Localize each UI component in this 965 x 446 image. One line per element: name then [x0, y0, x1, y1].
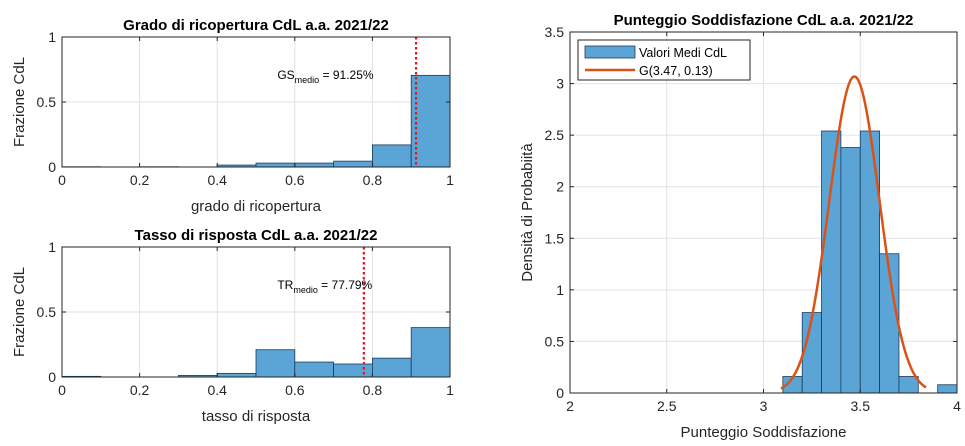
y-tick-label: 0	[48, 159, 56, 175]
x-tick-label: 0.8	[363, 382, 383, 398]
y-tick-label: 0	[48, 369, 56, 385]
y-tick-label: 0.5	[545, 333, 565, 349]
annotation-subscript: medio	[295, 75, 320, 85]
bar	[841, 148, 860, 393]
bar	[334, 161, 373, 167]
y-axis-label: Densità di Probabiità	[519, 143, 536, 282]
chart-title: Tasso di risposta CdL a.a. 2021/22	[135, 227, 378, 244]
bar	[938, 385, 957, 393]
bar	[217, 373, 256, 377]
y-tick-label: 2.5	[545, 127, 565, 143]
bar	[372, 358, 411, 377]
x-tick-label: 1	[446, 382, 454, 398]
legend-label-histogram: Valori Medi CdL	[639, 46, 727, 60]
chart-title: Punteggio Soddisfazione CdL a.a. 2021/22	[614, 12, 914, 29]
bar	[256, 350, 295, 377]
x-tick-label: 0.4	[207, 172, 227, 188]
x-tick-label: 0.4	[207, 382, 227, 398]
bar	[334, 364, 373, 377]
x-tick-label: 3	[760, 398, 768, 414]
y-tick-label: 2	[556, 179, 564, 195]
chart-1: TRmedio = 77.79% 0 0.2 0.4 0.6 0.8 1 0 0.5 1 Tasso…	[11, 227, 454, 425]
chart-title: Grado di ricopertura CdL a.a. 2021/22	[123, 17, 389, 34]
y-tick-label: 1	[556, 282, 564, 298]
x-tick-label: 0	[58, 172, 66, 188]
chart-0: GSmedio = 91.25% 0 0.2 0.4 0.6 0.8 1 0 0.5 1 Grado…	[11, 17, 454, 215]
y-axis-label: Frazione CdL	[11, 267, 28, 357]
bar	[295, 362, 334, 377]
x-tick-label: 0.8	[363, 172, 383, 188]
annotation-value: = 77.79%	[318, 278, 373, 292]
y-tick-label: 1	[48, 239, 56, 255]
bar	[802, 313, 821, 393]
x-axis-label: Punteggio Soddisfazione	[681, 424, 847, 441]
legend-label-fit: G(3.47, 0.13)	[639, 64, 713, 78]
annotation-value: = 91.25%	[319, 68, 374, 82]
x-tick-label: 0.2	[130, 172, 150, 188]
annotation-main: TR	[277, 278, 293, 292]
x-tick-label: 4	[953, 398, 961, 414]
x-tick-label: 2.5	[657, 398, 677, 414]
annotation-main: GS	[277, 68, 294, 82]
x-tick-label: 0	[58, 382, 66, 398]
x-tick-label: 0.6	[285, 172, 305, 188]
x-tick-label: 1	[446, 172, 454, 188]
bar	[899, 376, 918, 393]
bar	[295, 163, 334, 167]
x-tick-label: 2	[566, 398, 574, 414]
x-tick-label: 0.6	[285, 382, 305, 398]
y-tick-label: 3	[556, 76, 564, 92]
y-tick-label: 1	[48, 29, 56, 45]
y-tick-label: 1.5	[545, 230, 565, 246]
y-axis-label: Frazione CdL	[11, 57, 28, 147]
x-axis-label: grado di ricopertura	[191, 198, 322, 215]
x-axis-label: tasso di risposta	[202, 408, 311, 425]
y-tick-label: 3.5	[545, 24, 565, 40]
y-tick-label: 0.5	[37, 94, 57, 110]
y-tick-label: 0	[556, 385, 564, 401]
bar	[256, 163, 295, 167]
bar	[372, 145, 411, 167]
y-tick-label: 0.5	[37, 304, 57, 320]
bar	[822, 131, 841, 393]
bar	[411, 328, 450, 377]
x-tick-label: 3.5	[851, 398, 871, 414]
annotation-subscript: medio	[293, 285, 318, 295]
legend-swatch-histogram	[585, 46, 635, 58]
x-tick-label: 0.2	[130, 382, 150, 398]
legend: Valori Medi CdL G(3.47, 0.13)	[578, 40, 750, 80]
